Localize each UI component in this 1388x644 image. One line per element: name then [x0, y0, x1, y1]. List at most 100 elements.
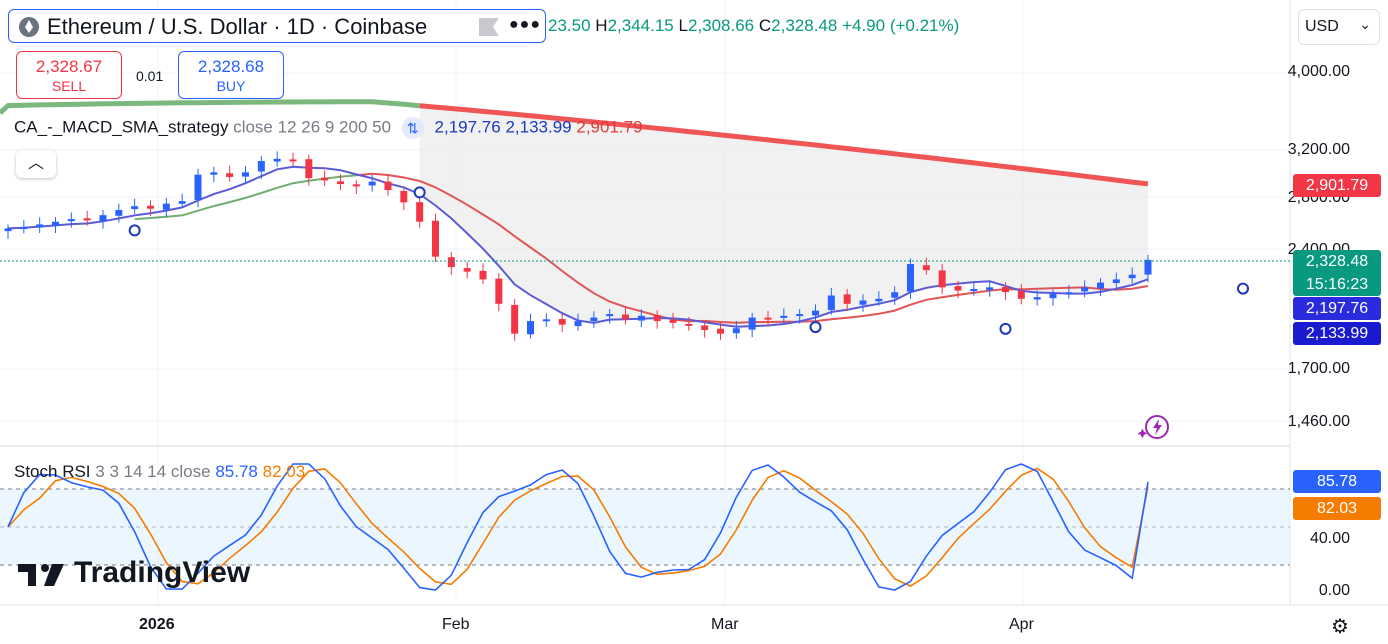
candle-body [178, 201, 186, 204]
candle-body [447, 257, 455, 268]
candle-body [432, 220, 439, 257]
high-value: 2,344.15 [607, 16, 674, 35]
currency-select[interactable]: USD ⌄ [1298, 9, 1380, 45]
signal-marker-icon [128, 224, 141, 237]
ethereum-icon [19, 17, 39, 37]
cloud-fill [419, 105, 1148, 327]
time-tick: Feb [442, 616, 470, 633]
flash-icon[interactable] [1136, 411, 1172, 443]
candle-body [83, 218, 91, 221]
candle-body [558, 319, 566, 325]
flag-icon[interactable] [479, 18, 499, 36]
signal-marker-icon [809, 321, 822, 334]
sma200-green-segment [0, 99, 420, 115]
stoch-legend[interactable]: Stoch RSI 3 3 14 14 close 85.78 82.03 [14, 462, 305, 482]
candle-body [147, 205, 154, 209]
stoch-tick: 40.00 [1309, 530, 1350, 547]
candle-body [337, 181, 344, 185]
candle-body [685, 323, 693, 326]
price-tick: 1,460.00 [1287, 413, 1350, 430]
chevron-down-icon: ⌄ [1359, 16, 1371, 32]
candle-body [162, 203, 170, 210]
candle-body [463, 268, 471, 272]
close-key: C [758, 16, 772, 35]
candle-body [1081, 287, 1089, 292]
candle-body [368, 181, 376, 186]
candle-body [99, 215, 107, 222]
tradingview-logo[interactable]: TradingView [18, 556, 250, 592]
candle-body [1002, 287, 1009, 293]
more-icon[interactable]: ●●● [509, 16, 541, 33]
indicator-legend[interactable]: CA_-_MACD_SMA_strategy close 12 26 9 200… [14, 117, 643, 139]
symbol-title[interactable]: Ethereum / U.S. Dollar · 1D · Coinbase [47, 14, 428, 39]
candle-body [622, 314, 629, 320]
candle-body [891, 292, 899, 298]
indicator-value-2: 2,133.99 [505, 117, 572, 137]
candle-body [954, 286, 962, 291]
stoch-d-value: 82.03 [262, 462, 306, 481]
stoch-name: Stoch RSI [14, 462, 91, 481]
indicator-params: close 12 26 9 200 50 [233, 117, 392, 137]
candle-body [748, 317, 756, 330]
candle-body [210, 172, 218, 175]
sma200-price-tag: 2,901.79 [1293, 174, 1381, 197]
candle-body [384, 181, 392, 191]
stoch-k-value: 85.78 [215, 462, 258, 481]
candle-body [986, 287, 994, 291]
candle-body [289, 159, 297, 162]
stoch-k-line [7, 463, 1149, 591]
gear-icon[interactable]: ⚙ [1331, 616, 1349, 638]
buy-price: 2,328.68 [197, 57, 265, 76]
fast-ma-price-tag: 2,197.76 [1293, 297, 1381, 320]
candle-body [653, 315, 661, 322]
candle-body [796, 314, 804, 317]
sma200-line [419, 103, 1149, 187]
stoch-k-tag: 85.78 [1293, 470, 1381, 493]
candle-body [305, 159, 313, 179]
settings-icon[interactable]: ⇅ [401, 117, 424, 139]
candle-body [242, 172, 249, 177]
candle-body [637, 315, 645, 321]
candle-body [352, 184, 360, 187]
low-value: 2,308.66 [687, 16, 755, 35]
candle-body [701, 325, 709, 331]
candle-body [843, 294, 851, 304]
sell-button[interactable]: 2,328.67 SELL [16, 51, 122, 99]
candle-body [827, 295, 835, 311]
candle-body [907, 264, 914, 292]
candle-body [194, 174, 202, 201]
ohlc-readout: 23.50 H2,344.15 L2,308.66 C2,328.48 +4.9… [548, 16, 959, 36]
indicator-value-1: 2,197.76 [434, 117, 501, 137]
candle-body [511, 304, 519, 334]
candle-body [321, 177, 329, 181]
candle-body [273, 158, 281, 162]
price-tick: 3,200.00 [1287, 141, 1350, 158]
candle-body [1049, 293, 1057, 299]
high-key: H [595, 16, 608, 35]
signal-markers [128, 186, 1249, 335]
candle-body [20, 227, 28, 230]
candle-body [4, 228, 12, 232]
candle-body [131, 206, 139, 210]
price-tick: 4,000.00 [1287, 63, 1350, 80]
candle-body [764, 317, 772, 320]
stoch-params: 3 3 14 14 close [95, 462, 211, 481]
symbol-header[interactable]: Ethereum / U.S. Dollar · 1D · Coinbase ●… [8, 9, 546, 43]
candle-body [717, 328, 724, 334]
stoch-d-line [7, 467, 1149, 588]
signal-marker-icon [999, 322, 1012, 335]
candle-body [495, 278, 503, 304]
candle-body [812, 310, 819, 316]
change-value: +4.90 (+0.21%) [842, 16, 960, 35]
collapse-legend-button[interactable]: ︿ [16, 150, 56, 178]
candle-body [574, 321, 582, 327]
candle-body [859, 300, 867, 305]
indicator-value-3: 2,901.79 [576, 117, 643, 137]
candle-body [416, 202, 424, 222]
candle-body [527, 321, 534, 335]
buy-button[interactable]: 2,328.68 BUY [178, 51, 284, 99]
signal-marker-icon [413, 186, 426, 199]
candle-body [1112, 279, 1120, 284]
stoch-d-tag: 82.03 [1293, 497, 1381, 520]
